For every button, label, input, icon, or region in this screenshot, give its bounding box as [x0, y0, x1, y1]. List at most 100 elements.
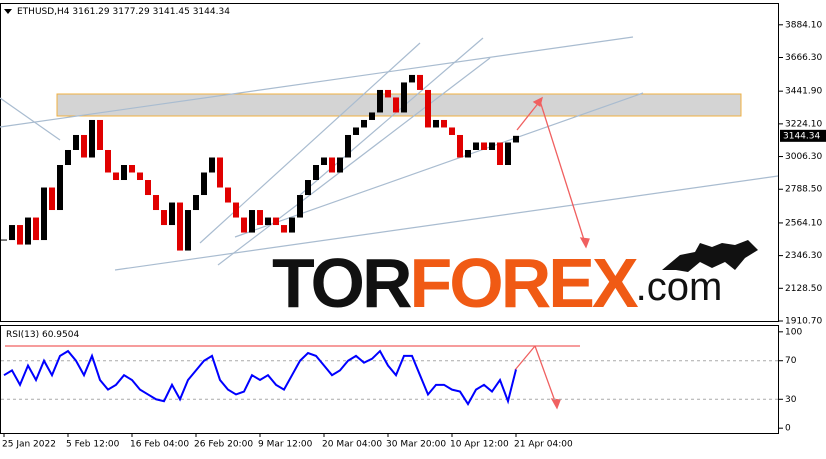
- y-tick-label: 2346.30: [785, 251, 822, 261]
- rsi-header: RSI(13) 60.9504: [6, 330, 79, 340]
- candle: [425, 89, 431, 128]
- candle: [353, 127, 359, 135]
- candle: [33, 217, 39, 241]
- y-tick-label: 3441.90: [785, 87, 822, 97]
- candle: [105, 149, 111, 173]
- candle: [161, 210, 167, 226]
- y-tick-label: 3884.10: [785, 20, 822, 30]
- candle: [305, 180, 311, 196]
- candle: [489, 142, 495, 150]
- candle: [73, 134, 79, 150]
- candle: [41, 187, 47, 241]
- x-tick-label: 10 Apr 12:00: [450, 440, 509, 450]
- candle: [441, 119, 447, 128]
- candle: [217, 157, 223, 188]
- trend-line: [0, 97, 61, 141]
- bull-icon: [662, 240, 758, 272]
- candle: [249, 210, 255, 233]
- candle: [369, 112, 375, 120]
- candle: [57, 165, 63, 211]
- candle: [273, 217, 279, 226]
- candle: [409, 74, 415, 83]
- candle: [113, 172, 119, 181]
- candles: [1, 74, 519, 251]
- candle: [401, 82, 407, 113]
- y-tick-label: 3006.30: [785, 152, 822, 162]
- forecast-arrows: [5, 96, 590, 410]
- x-tick-label: 25 Jan 2022: [2, 440, 56, 450]
- candle: [497, 142, 503, 166]
- candle: [289, 217, 295, 233]
- candle: [129, 165, 135, 173]
- candle: [457, 134, 463, 158]
- candle: [265, 217, 271, 226]
- rsi-line: [3, 349, 517, 407]
- candle: [433, 119, 439, 128]
- candle: [81, 134, 87, 158]
- candle: [473, 142, 479, 150]
- candle: [137, 172, 143, 181]
- arrow: [516, 100, 541, 131]
- candle: [345, 134, 351, 158]
- x-tick-label: 26 Feb 20:00: [194, 440, 253, 450]
- candle: [9, 225, 15, 241]
- last-price: 3144.34: [783, 131, 820, 141]
- logo-text: TORFOREX.com: [272, 244, 722, 322]
- y-tick-label: 0: [785, 424, 791, 434]
- last-price-box: [780, 129, 826, 142]
- candle: [241, 217, 247, 233]
- candle: [321, 157, 327, 166]
- candle: [225, 187, 231, 203]
- candle: [25, 217, 31, 245]
- candle: [209, 157, 215, 173]
- x-tick-label: 16 Feb 04:00: [130, 440, 189, 450]
- candle: [89, 119, 95, 158]
- candle: [465, 149, 471, 158]
- main-panel: [0, 3, 779, 322]
- candle: [201, 172, 207, 196]
- candle: [49, 187, 55, 211]
- x-tick-label: 20 Mar 04:00: [322, 440, 382, 450]
- candle: [281, 225, 287, 233]
- arrow: [534, 345, 557, 405]
- trend-line: [0, 36, 634, 128]
- x-tick-label: 21 Apr 04:00: [514, 440, 573, 450]
- y-tick-label: 3224.10: [785, 119, 822, 129]
- candle: [505, 142, 511, 166]
- candle: [17, 225, 23, 245]
- candle: [145, 180, 151, 196]
- candle: [417, 74, 423, 90]
- candle: [337, 157, 343, 173]
- candle: [361, 119, 367, 128]
- x-tick-label: 5 Feb 12:00: [66, 440, 120, 450]
- candle: [385, 89, 391, 98]
- trend-line: [217, 57, 491, 266]
- candle: [121, 165, 127, 181]
- y-tick-label: 100: [785, 327, 802, 337]
- candle: [481, 142, 487, 150]
- candle: [97, 119, 103, 150]
- y-tick-label: 1910.70: [785, 316, 822, 326]
- trend-line: [114, 175, 779, 271]
- logo: TORFOREX.com: [272, 240, 758, 322]
- y-tick-label: 2564.10: [785, 218, 822, 228]
- candle: [329, 157, 335, 173]
- arrow: [514, 345, 536, 371]
- candle: [393, 97, 399, 113]
- candle: [297, 195, 303, 218]
- y-tick-label: 30: [785, 395, 797, 405]
- candle: [185, 210, 191, 251]
- candle: [193, 195, 199, 211]
- arrow-head: [532, 96, 543, 108]
- candle: [313, 165, 319, 181]
- chart-header: ETHUSD,H4 3161.29 3177.29 3141.45 3144.3…: [17, 7, 230, 17]
- candle: [65, 149, 71, 166]
- rsi-panel: [0, 325, 779, 434]
- menu-arrow[interactable]: [4, 9, 12, 14]
- candle: [153, 195, 159, 211]
- candle: [449, 127, 455, 135]
- candle: [169, 202, 175, 226]
- candle: [177, 202, 183, 251]
- candle: [233, 202, 239, 218]
